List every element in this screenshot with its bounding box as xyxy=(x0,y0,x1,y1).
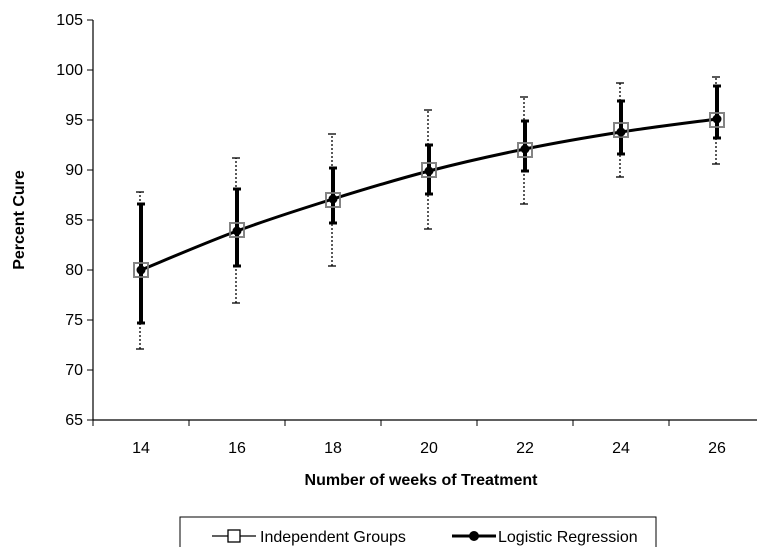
point-independent-groups xyxy=(229,222,245,238)
point-logistic-regression xyxy=(520,144,530,154)
x-tick-label: 16 xyxy=(228,440,246,457)
point-logistic-regression xyxy=(328,194,338,204)
y-tick-label: 95 xyxy=(65,112,83,129)
y-tick-label: 90 xyxy=(65,162,83,179)
legend-marker-logistic-regression xyxy=(469,531,479,541)
x-tick-label: 14 xyxy=(132,440,150,457)
y-tick-label: 65 xyxy=(65,412,83,429)
y-tick-label: 80 xyxy=(65,262,83,279)
point-logistic-regression xyxy=(424,166,434,176)
point-logistic-regression xyxy=(232,226,242,236)
plot-area xyxy=(133,76,725,350)
point-independent-groups xyxy=(421,162,437,178)
y-tick-label: 75 xyxy=(65,312,83,329)
legend-label-logistic-regression: Logistic Regression xyxy=(498,529,638,546)
x-axis-title: Number of weeks of Treatment xyxy=(305,472,539,489)
x-tick-label: 26 xyxy=(708,440,726,457)
point-independent-groups xyxy=(133,262,149,278)
error-bar-independent-groups xyxy=(424,109,432,230)
point-independent-groups xyxy=(709,112,725,128)
x-axis-ticks: 14 16 18 20 22 24 26 xyxy=(92,420,726,457)
y-tick-label: 105 xyxy=(56,12,83,29)
y-tick-label: 70 xyxy=(65,362,83,379)
chart-axes xyxy=(92,20,757,421)
point-logistic-regression xyxy=(712,114,722,124)
y-axis-ticks: 65 70 75 80 85 90 95 100 105 xyxy=(56,12,93,429)
point-logistic-regression xyxy=(136,265,146,275)
point-independent-groups xyxy=(517,142,533,158)
error-bar-independent-groups xyxy=(616,82,624,178)
x-tick-label: 24 xyxy=(612,440,630,457)
y-axis-title: Percent Cure xyxy=(11,170,28,270)
x-tick-label: 22 xyxy=(516,440,534,457)
y-tick-label: 100 xyxy=(56,62,83,79)
legend: Independent Groups Logistic Regression xyxy=(179,516,657,547)
error-bar-independent-groups xyxy=(136,191,144,350)
x-tick-label: 18 xyxy=(324,440,342,457)
point-independent-groups xyxy=(613,122,629,138)
legend-marker-independent-groups xyxy=(227,529,241,543)
point-logistic-regression xyxy=(616,127,626,137)
legend-label-independent-groups: Independent Groups xyxy=(260,529,406,546)
x-tick-label: 20 xyxy=(420,440,438,457)
point-independent-groups xyxy=(325,192,341,208)
y-tick-label: 85 xyxy=(65,212,83,229)
legend-box xyxy=(179,516,657,547)
